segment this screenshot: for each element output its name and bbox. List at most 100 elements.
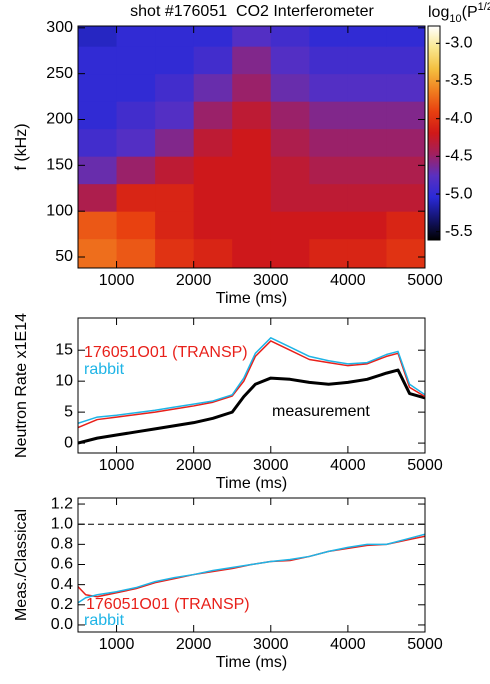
heat-cell — [232, 183, 272, 212]
x-tick-label: 1000 — [99, 272, 135, 289]
chart-title: shot #176051 CO2 Interferometer — [130, 3, 374, 20]
heat-cell — [78, 211, 118, 240]
colorbar-tick-label: -4.0 — [445, 110, 473, 127]
colorbar-tick-label: -3.5 — [445, 72, 473, 89]
series-label: rabbit — [84, 361, 125, 378]
y-tick-label: 250 — [46, 65, 73, 82]
heat-cell — [193, 26, 233, 47]
heat-cell — [270, 101, 310, 130]
y-axis-label: Neutron Rate x1E14 — [13, 313, 30, 458]
x-tick-label: 2000 — [176, 457, 212, 474]
heat-cell — [78, 128, 118, 157]
heat-cell — [155, 73, 195, 102]
x-axis-label: Time (ms) — [216, 290, 287, 307]
heat-cell — [309, 26, 349, 47]
x-tick-label: 1000 — [99, 636, 135, 653]
y-tick-label: 5 — [64, 403, 73, 420]
heat-cell — [155, 211, 195, 240]
heat-cell — [155, 156, 195, 185]
colorbar-label-part: log — [428, 4, 449, 21]
heat-cell — [116, 211, 156, 240]
heat-cell — [347, 156, 387, 185]
heat-cell — [232, 238, 272, 268]
heat-cell — [155, 101, 195, 130]
heat-cell — [270, 238, 310, 268]
heat-cell — [386, 211, 425, 240]
heat-cell — [309, 183, 349, 212]
heat-cell — [270, 128, 310, 157]
heat-cell — [116, 101, 156, 130]
plot-area — [78, 337, 425, 445]
heat-cell — [116, 238, 156, 268]
x-tick-label: 5000 — [407, 272, 443, 289]
heat-cell — [309, 211, 349, 240]
x-tick-label: 3000 — [253, 636, 289, 653]
y-tick-label: 1.2 — [51, 495, 73, 512]
y-tick-label: 15 — [55, 341, 73, 358]
colorbar-tick-label: -4.5 — [445, 148, 473, 165]
colorbar-label-part: 10 — [449, 13, 461, 25]
colorbar-label: log10(P1/2) — [428, 1, 490, 25]
series-label: 176051O01 (TRANSP) — [86, 596, 250, 613]
heat-cell — [309, 156, 349, 185]
heat-cell — [155, 238, 195, 268]
x-tick-label: 5000 — [407, 457, 443, 474]
heat-cell — [347, 128, 387, 157]
series-line — [78, 337, 425, 424]
heat-cell — [270, 183, 310, 212]
x-tick-label: 2000 — [176, 272, 212, 289]
heat-cell — [193, 238, 233, 268]
y-tick-label: 0.0 — [51, 616, 73, 633]
plot-area — [78, 523, 425, 604]
heat-cell — [309, 238, 349, 268]
heat-cell — [270, 26, 310, 47]
x-tick-label: 2000 — [176, 636, 212, 653]
colorbar-tick-label: -5.0 — [445, 185, 473, 202]
axes-frame — [77, 25, 426, 269]
x-tick-label: 3000 — [253, 457, 289, 474]
colorbar-tick-label: -3.0 — [445, 35, 473, 52]
heat-cell — [347, 211, 387, 240]
heat-cell — [386, 73, 425, 102]
heat-cell — [386, 183, 425, 212]
heat-cell — [78, 26, 118, 47]
heat-cell — [193, 128, 233, 157]
heat-cell — [270, 73, 310, 102]
heat-cell — [232, 73, 272, 102]
heat-cell — [232, 26, 272, 47]
heat-cell — [309, 128, 349, 157]
y-tick-label: 1.0 — [51, 515, 73, 532]
heat-cell — [386, 156, 425, 185]
heat-cell — [116, 128, 156, 157]
heat-cell — [116, 156, 156, 185]
x-tick-label: 3000 — [253, 272, 289, 289]
heat-cell — [193, 101, 233, 130]
series-line — [78, 340, 425, 429]
y-tick-label: 0.2 — [51, 596, 73, 613]
heat-cell — [155, 128, 195, 157]
y-tick-label: 0.4 — [51, 576, 73, 593]
series-label: measurement — [272, 403, 370, 420]
heat-cell — [270, 156, 310, 185]
heat-cell — [155, 46, 195, 75]
heat-cell — [309, 73, 349, 102]
y-tick-label: 300 — [46, 19, 73, 36]
heat-cell — [232, 211, 272, 240]
x-tick-label: 4000 — [330, 636, 366, 653]
heat-cell — [386, 128, 425, 157]
heat-cell — [193, 183, 233, 212]
heat-cell — [78, 238, 118, 268]
heat-cell — [347, 183, 387, 212]
heat-cell — [116, 73, 156, 102]
y-tick-label: 150 — [46, 157, 73, 174]
heat-cell — [386, 46, 425, 75]
y-tick-label: 100 — [46, 202, 73, 219]
x-tick-label: 1000 — [99, 457, 135, 474]
heat-cell — [116, 46, 156, 75]
y-tick-label: 0.6 — [51, 556, 73, 573]
heat-cell — [193, 73, 233, 102]
heat-cell — [193, 46, 233, 75]
heat-cell — [155, 26, 195, 47]
heat-cell — [347, 101, 387, 130]
